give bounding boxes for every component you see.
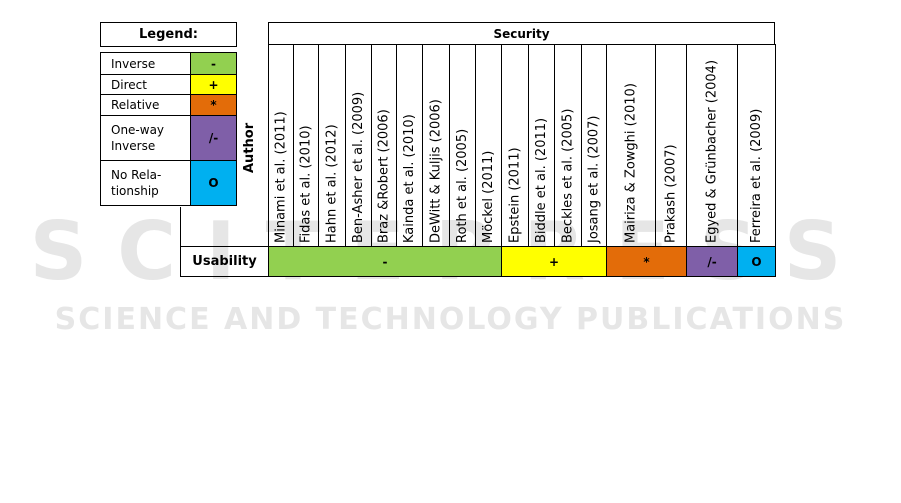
relation-cell: + [501,246,607,277]
legend-label: Inverse [100,52,191,75]
column-header: Minami et al. (2011) [268,44,294,247]
legend-symbol: /- [190,115,237,161]
row-label: Usability [180,246,269,277]
column-header: Ferreira et al. (2009) [737,44,776,247]
column-header: Braz &Robert (2006) [371,44,397,247]
column-header: Roth et al. (2005) [449,44,476,247]
legend-symbol: + [190,74,237,95]
legend-label: Relative [100,94,191,116]
watermark-tagline: SCIENCE AND TECHNOLOGY PUBLICATIONS [54,302,847,337]
divider [180,207,181,247]
column-header: Mairiza & Zowghi (2010) [606,44,656,247]
column-header: Fidas et al. (2010) [293,44,319,247]
relation-cell: /- [686,246,738,277]
legend-label: One-way Inverse [100,115,191,161]
legend-label: No Rela- tionship [100,160,191,206]
legend-symbol: * [190,94,237,116]
column-header: Ben-Asher et al. (2009) [345,44,372,247]
relation-cell: * [606,246,687,277]
column-header: Egyed & Grünbacher (2004) [686,44,738,247]
relation-cell: - [268,246,502,277]
column-header: Prakash (2007) [655,44,687,247]
column-header: Kainda et al. (2010) [396,44,423,247]
table-header: Security [268,22,775,45]
legend-label: Direct [100,74,191,95]
column-header: Möckel (2011) [475,44,502,247]
legend-title: Legend: [100,22,237,47]
relation-cell: O [737,246,776,277]
row-header: Author [242,122,257,174]
column-header: DeWitt & Kuljis (2006) [422,44,450,247]
column-header: Beckles et al. (2005) [554,44,582,247]
legend-symbol: - [190,52,237,75]
column-header: Epstein (2011) [501,44,529,247]
column-header: Biddle et al. (2011) [528,44,555,247]
column-header: Josang et al. (2007) [581,44,607,247]
legend-symbol: O [190,160,237,206]
column-header: Hahn et al. (2012) [318,44,346,247]
